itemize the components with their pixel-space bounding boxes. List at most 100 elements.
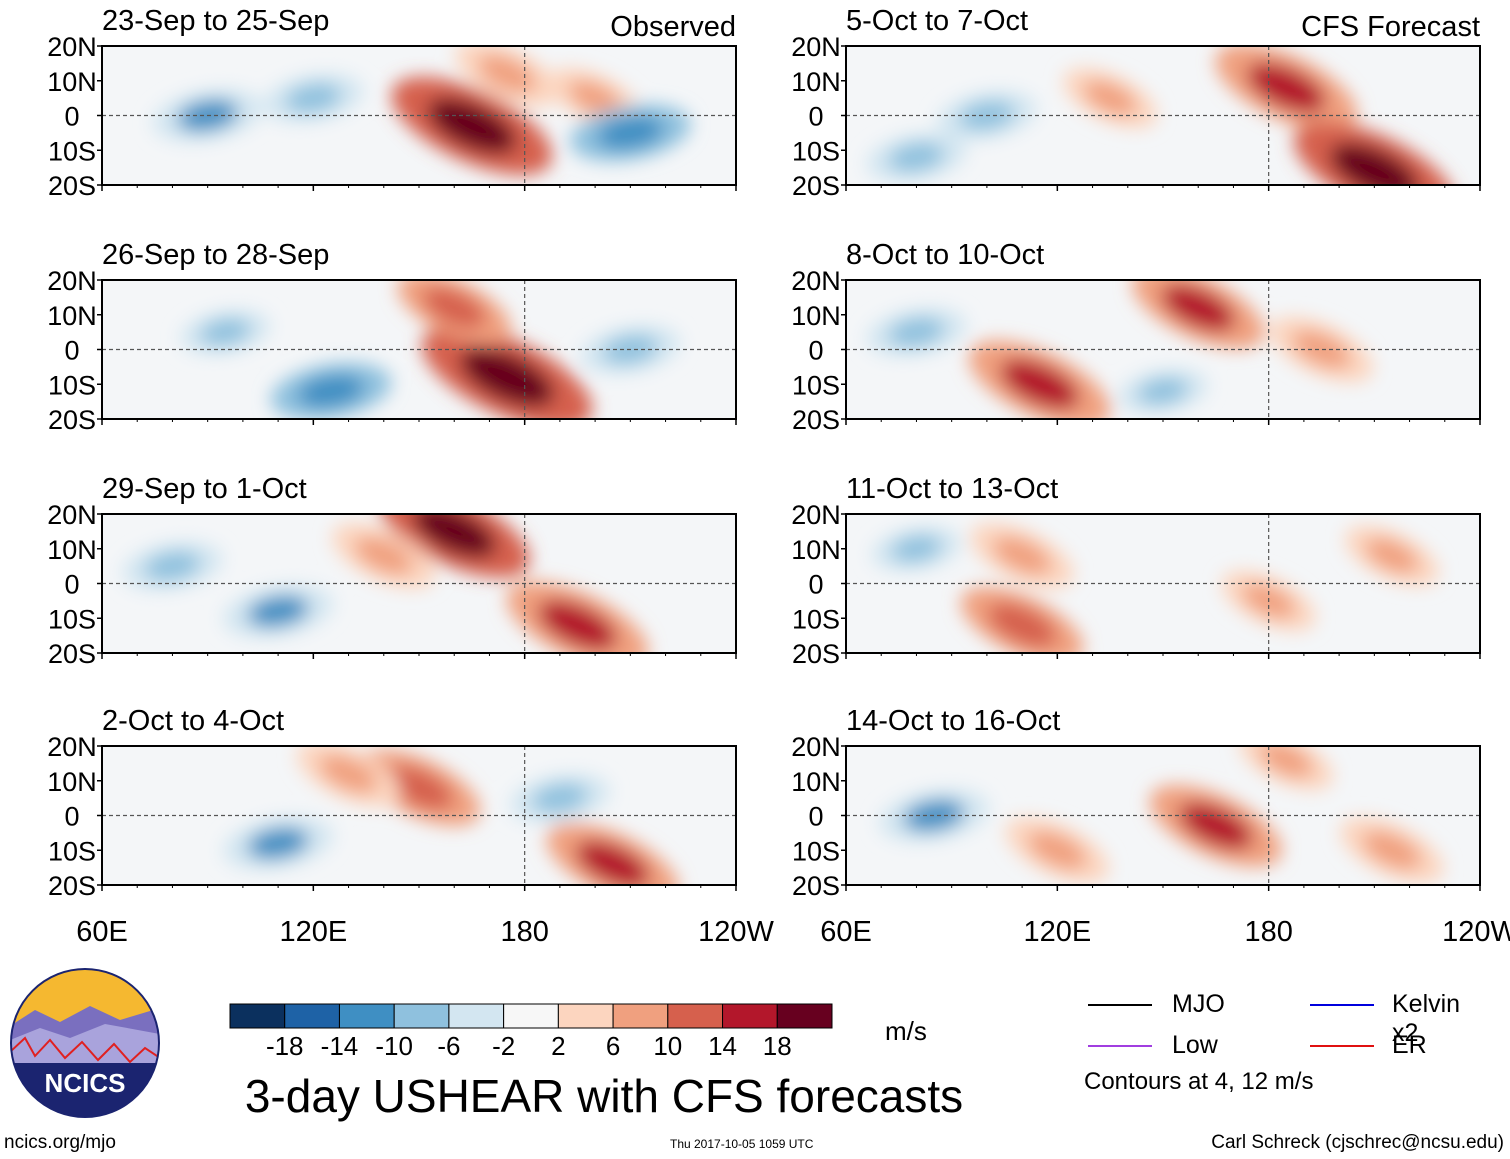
y-tick-label: 0 [64, 570, 79, 600]
colorbar-swatch [722, 1003, 778, 1029]
legend-label-low: Low [1172, 1031, 1218, 1059]
y-tick-label: 10N [47, 67, 97, 97]
y-tick-label: 10N [791, 535, 841, 565]
y-tick-label: 10S [48, 836, 96, 866]
anomaly-core [532, 783, 588, 813]
y-tick-label: 0 [808, 802, 823, 832]
anomaly-core [1179, 802, 1253, 850]
y-tick-label: 20S [792, 171, 840, 201]
panel-period-title: 11-Oct to 13-Oct [846, 473, 1058, 505]
colorbar: -18 -14 -10 -6 -2 2 6 10 14 18 [229, 1003, 833, 1061]
x-tick-label: 120E [279, 916, 347, 948]
anomaly-core [1260, 746, 1313, 778]
colorbar-swatch [229, 1003, 286, 1029]
y-tick-label: 20S [48, 405, 96, 435]
svg-text:NCICS: NCICS [45, 1068, 126, 1098]
anomaly-core [144, 551, 201, 581]
x-tick-labels: 60E 120E 180 120W 60E 120E 180 120W [76, 916, 1510, 948]
anomaly-core [1161, 284, 1235, 332]
colorbar-label: 2 [551, 1031, 565, 1061]
colorbar-label: -2 [492, 1031, 515, 1061]
colorbar-swatch [393, 1003, 450, 1029]
colorbar-label: 6 [606, 1031, 620, 1061]
y-tick-label: 10N [791, 301, 841, 331]
anomaly-core [355, 536, 413, 575]
colorbar-swatch [503, 1003, 559, 1029]
contour-note: Contours at 4, 12 m/s [1084, 1068, 1314, 1095]
y-tick-label: 20N [791, 266, 841, 296]
panel-period-title: 14-Oct to 16-Oct [846, 705, 1060, 737]
chart-title: 3-day USHEAR with CFS forecasts [245, 1070, 963, 1122]
anomaly-core [903, 799, 965, 832]
x-tick-label: 60E [76, 916, 128, 948]
colorbar-units: m/s [885, 1016, 927, 1046]
anomaly-core [285, 83, 341, 113]
legend-label-er: ER [1392, 1031, 1427, 1059]
panel-period-title: 23-Sep to 25-Sep [102, 5, 329, 37]
y-tick-label: 20N [47, 266, 97, 296]
y-tick-label: 0 [64, 336, 79, 366]
panel-period-title: 2-Oct to 4-Oct [102, 705, 284, 737]
ncics-logo: NCICS [10, 968, 160, 1118]
y-tick-label: 10S [792, 604, 840, 634]
anomaly-core [412, 514, 496, 558]
colorbar-swatch [448, 1003, 505, 1029]
panel-period-title: 26-Sep to 28-Sep [102, 239, 329, 271]
y-tick-label: 20N [47, 32, 97, 62]
anomaly-core [888, 142, 945, 172]
y-tick-label: 10N [791, 67, 841, 97]
anomaly-core [1363, 831, 1421, 870]
legend-swatch-mjo [1088, 1004, 1152, 1006]
y-tick-label: 20S [48, 639, 96, 669]
legend-swatch-low [1088, 1045, 1152, 1047]
y-tick-label: 10N [47, 535, 97, 565]
anomaly-core [569, 80, 622, 116]
colorbar-label: 14 [708, 1031, 737, 1061]
colorbar-swatch [667, 1003, 724, 1029]
panel: 20N 10N 0 10S 20S 26-Sep to 28-Sep [47, 239, 737, 435]
colorbar-swatch [776, 1003, 833, 1029]
footer-credit: Carl Schreck (cjschrec@ncsu.edu) [1211, 1132, 1504, 1153]
anomaly-core [478, 54, 536, 93]
y-tick-label: 10N [47, 301, 97, 331]
panel-period-title: 5-Oct to 7-Oct [846, 5, 1028, 37]
y-tick-label: 10S [792, 370, 840, 400]
y-tick-label: 0 [808, 336, 823, 366]
anomaly-core [1329, 142, 1419, 185]
panel: 20N 10N 0 10S 20S 8-Oct to 10-Oct [791, 239, 1481, 435]
anomaly-core [1365, 538, 1418, 573]
x-tick-label: 120W [1442, 916, 1510, 948]
footer-timestamp: Thu 2017-10-05 1059 UTC [670, 1137, 814, 1151]
y-tick-label: 0 [808, 102, 823, 132]
colorbar-swatch [557, 1003, 614, 1029]
anomaly-core [422, 287, 486, 329]
anomaly-core [319, 754, 378, 793]
anomaly-core [247, 827, 309, 860]
colorbar-label: -14 [321, 1031, 359, 1061]
colorbar-swatch [284, 1003, 340, 1029]
y-tick-label: 20N [791, 732, 841, 762]
anomaly-core [427, 97, 517, 155]
column-label: CFS Forecast [1301, 11, 1480, 43]
colorbar-label: 10 [653, 1031, 682, 1061]
colorbar-label: -18 [266, 1031, 304, 1061]
anomaly-core [576, 840, 650, 885]
anomaly-core [1138, 377, 1188, 405]
footer-url[interactable]: ncics.org/mjo [4, 1132, 116, 1153]
anomaly-core [1247, 62, 1326, 113]
anomaly-core [1084, 80, 1137, 116]
y-tick-label: 20S [792, 871, 840, 901]
legend-label-mjo: MJO [1172, 990, 1225, 1018]
y-tick-label: 0 [64, 102, 79, 132]
y-tick-label: 20N [791, 500, 841, 530]
y-tick-label: 0 [64, 802, 79, 832]
colorbar-swatch [338, 1003, 395, 1029]
y-tick-label: 10N [791, 767, 841, 797]
panel: 20N 10N 0 10S 20S 23-Sep to 25-Sep Observed [47, 5, 737, 201]
anomaly-core [888, 317, 945, 347]
x-tick-label: 180 [500, 916, 548, 948]
anomaly-core [297, 374, 365, 409]
legend-swatch-er [1310, 1045, 1374, 1047]
x-tick-label: 120W [698, 916, 774, 948]
panel: 20N 10N 0 10S 20S 2-Oct to 4-Oct [47, 705, 737, 901]
